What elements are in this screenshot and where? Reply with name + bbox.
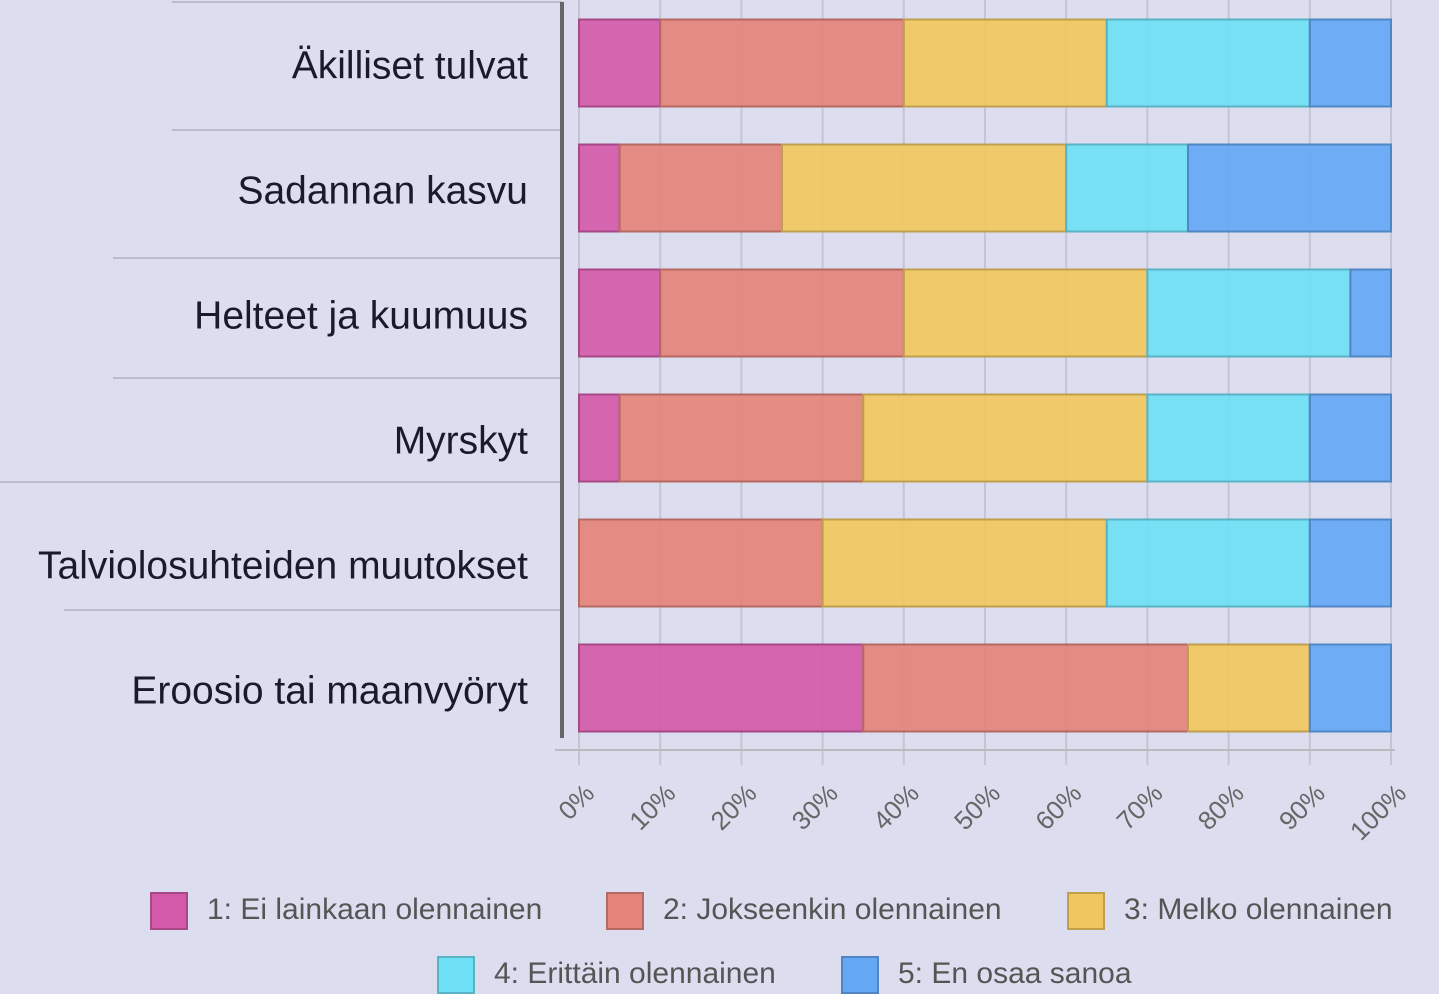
category-label: Eroosio tai maanvyöryt: [131, 669, 528, 712]
bar-segment: [578, 393, 621, 483]
x-tick-label: 40%: [867, 778, 925, 836]
bar-segment: [902, 268, 1149, 358]
x-tick-label: 60%: [1029, 778, 1087, 836]
x-tick-label: 10%: [623, 778, 681, 836]
bar-segment: [1146, 393, 1311, 483]
legend-label: 4: Erittäin olennainen: [494, 957, 776, 990]
bar-segment: [1065, 143, 1189, 233]
bar-segment: [1105, 518, 1311, 608]
bar-segment: [659, 268, 905, 358]
separators: [0, 1, 562, 611]
x-tick-label: 100%: [1344, 778, 1412, 846]
bar-segment: [781, 143, 1068, 233]
category-label: Helteet ja kuumuus: [194, 294, 528, 337]
legend-label: 1: Ei lainkaan olennainen: [207, 893, 542, 926]
bar-segment: [1308, 643, 1393, 733]
legend-swatch: [606, 892, 644, 930]
bar-segment: [1308, 393, 1393, 483]
bar-segment: [1349, 268, 1393, 358]
bar-segment: [1308, 518, 1393, 608]
bar-segment: [659, 18, 905, 108]
bar-segment: [1105, 18, 1311, 108]
legend-swatch: [841, 956, 879, 994]
bar-segment: [578, 268, 662, 358]
x-tick-label: 0%: [552, 778, 600, 826]
legend-label: 2: Jokseenkin olennainen: [663, 893, 1002, 926]
legend-label: 5: En osaa sanoa: [898, 957, 1132, 990]
category-label: Talviolosuhteiden muutokset: [38, 544, 528, 587]
bar-segment: [862, 393, 1149, 483]
bar-segment: [902, 18, 1108, 108]
x-tick-label: 90%: [1273, 778, 1331, 836]
category-label: Äkilliset tulvat: [292, 44, 528, 87]
legend-swatch: [150, 892, 188, 930]
legend-swatch: [1067, 892, 1105, 930]
bar-segment: [862, 643, 1189, 733]
bar-segment: [578, 518, 824, 608]
x-tick-label: 20%: [704, 778, 762, 836]
bar-segment: [821, 518, 1108, 608]
bar-segment: [578, 643, 865, 733]
bar-segment: [1146, 268, 1352, 358]
bar-segment: [618, 393, 865, 483]
category-label: Myrskyt: [394, 419, 528, 462]
bar-segment: [578, 143, 621, 233]
bar-segment: [1187, 143, 1392, 233]
category-label: Sadannan kasvu: [237, 169, 528, 212]
x-tick-label: 50%: [948, 778, 1006, 836]
bar-segment: [578, 18, 662, 108]
bar-segment: [618, 143, 783, 233]
x-tick-label: 30%: [786, 778, 844, 836]
bar-segment: [1308, 18, 1393, 108]
bar-segment: [1187, 643, 1311, 733]
legend-label: 3: Melko olennainen: [1124, 893, 1393, 926]
x-tick-label: 70%: [1110, 778, 1168, 836]
legend-swatch: [437, 956, 475, 994]
x-tick-label: 80%: [1192, 778, 1250, 836]
